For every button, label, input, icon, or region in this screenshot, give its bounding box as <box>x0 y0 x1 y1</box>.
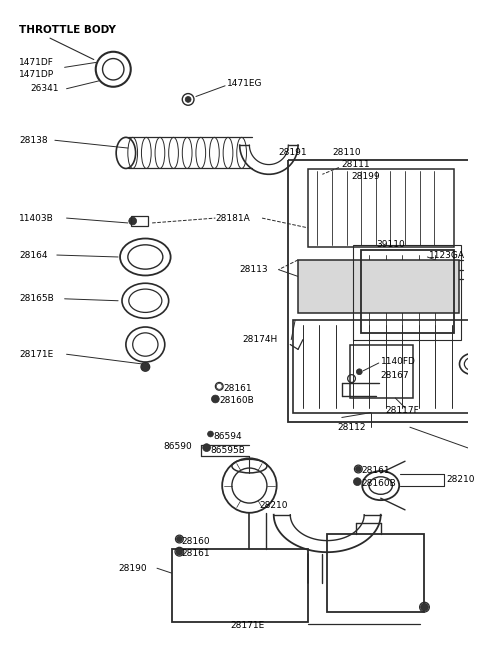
Text: 1123GA: 1123GA <box>429 251 465 259</box>
Bar <box>353 246 461 340</box>
Text: 1471DF: 1471DF <box>19 58 54 67</box>
Bar <box>349 345 413 398</box>
Text: 28181A: 28181A <box>216 214 250 223</box>
Text: 28161: 28161 <box>223 384 252 393</box>
Text: 28171E: 28171E <box>230 621 264 630</box>
Text: 28117F: 28117F <box>385 406 420 415</box>
Text: 1140FD: 1140FD <box>381 356 416 365</box>
Bar <box>308 170 454 247</box>
Text: 28113: 28113 <box>240 265 268 274</box>
Text: 86590: 86590 <box>164 442 192 451</box>
Text: 86594: 86594 <box>214 432 242 441</box>
Circle shape <box>185 96 191 102</box>
Text: 28160B: 28160B <box>219 396 254 405</box>
Circle shape <box>177 536 182 542</box>
Text: 28190: 28190 <box>118 564 147 572</box>
Text: 28210: 28210 <box>259 500 288 510</box>
Text: THROTTLE BODY: THROTTLE BODY <box>19 26 116 35</box>
Text: 28167: 28167 <box>381 371 409 380</box>
Text: 28112: 28112 <box>337 422 365 432</box>
Text: 28110: 28110 <box>332 149 360 157</box>
Text: 28165B: 28165B <box>19 294 54 303</box>
Circle shape <box>212 395 219 403</box>
Text: 28138: 28138 <box>19 136 48 145</box>
Circle shape <box>356 369 362 375</box>
Text: 28210: 28210 <box>447 476 475 484</box>
Circle shape <box>216 383 222 389</box>
Text: 28164: 28164 <box>19 251 48 259</box>
Circle shape <box>176 548 183 555</box>
Circle shape <box>203 443 211 451</box>
Text: 1471EG: 1471EG <box>227 79 263 88</box>
Circle shape <box>353 477 361 485</box>
Circle shape <box>129 217 137 225</box>
Circle shape <box>207 431 214 437</box>
Circle shape <box>142 363 149 371</box>
Bar <box>288 160 480 422</box>
Bar <box>327 534 424 612</box>
Bar <box>171 549 308 622</box>
Circle shape <box>420 603 428 611</box>
Text: 28171E: 28171E <box>19 350 53 359</box>
Text: 28161: 28161 <box>361 466 390 476</box>
Bar <box>293 320 473 413</box>
Text: 28111: 28111 <box>342 160 371 169</box>
Text: 28160: 28160 <box>181 538 210 546</box>
Text: 28161: 28161 <box>181 549 210 558</box>
Text: 11403B: 11403B <box>19 214 54 223</box>
Text: 39110: 39110 <box>376 240 405 249</box>
Text: 1471DP: 1471DP <box>19 69 54 79</box>
Text: 28199: 28199 <box>351 172 380 181</box>
Bar <box>298 260 458 313</box>
Text: 28160B: 28160B <box>361 479 396 488</box>
Bar <box>131 216 148 226</box>
Text: 28191: 28191 <box>278 149 307 157</box>
Circle shape <box>355 466 361 472</box>
Text: 86595B: 86595B <box>211 446 245 455</box>
Text: 26341: 26341 <box>31 84 59 93</box>
Text: 28174H: 28174H <box>242 335 278 344</box>
Bar <box>361 250 454 333</box>
